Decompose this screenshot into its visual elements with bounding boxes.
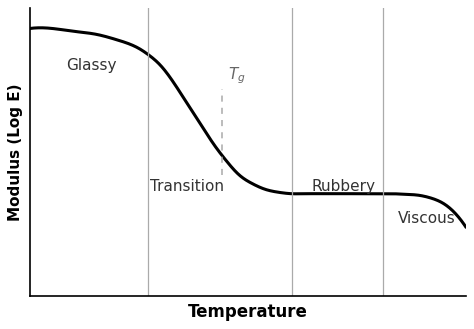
Text: Glassy: Glassy bbox=[66, 58, 117, 73]
Y-axis label: Modulus (Log E): Modulus (Log E) bbox=[9, 83, 23, 221]
Text: Viscous: Viscous bbox=[398, 211, 456, 226]
Text: Rubbery: Rubbery bbox=[312, 179, 376, 194]
X-axis label: Temperature: Temperature bbox=[188, 303, 308, 321]
Text: $T_g$: $T_g$ bbox=[228, 65, 246, 86]
Text: Transition: Transition bbox=[150, 179, 224, 194]
